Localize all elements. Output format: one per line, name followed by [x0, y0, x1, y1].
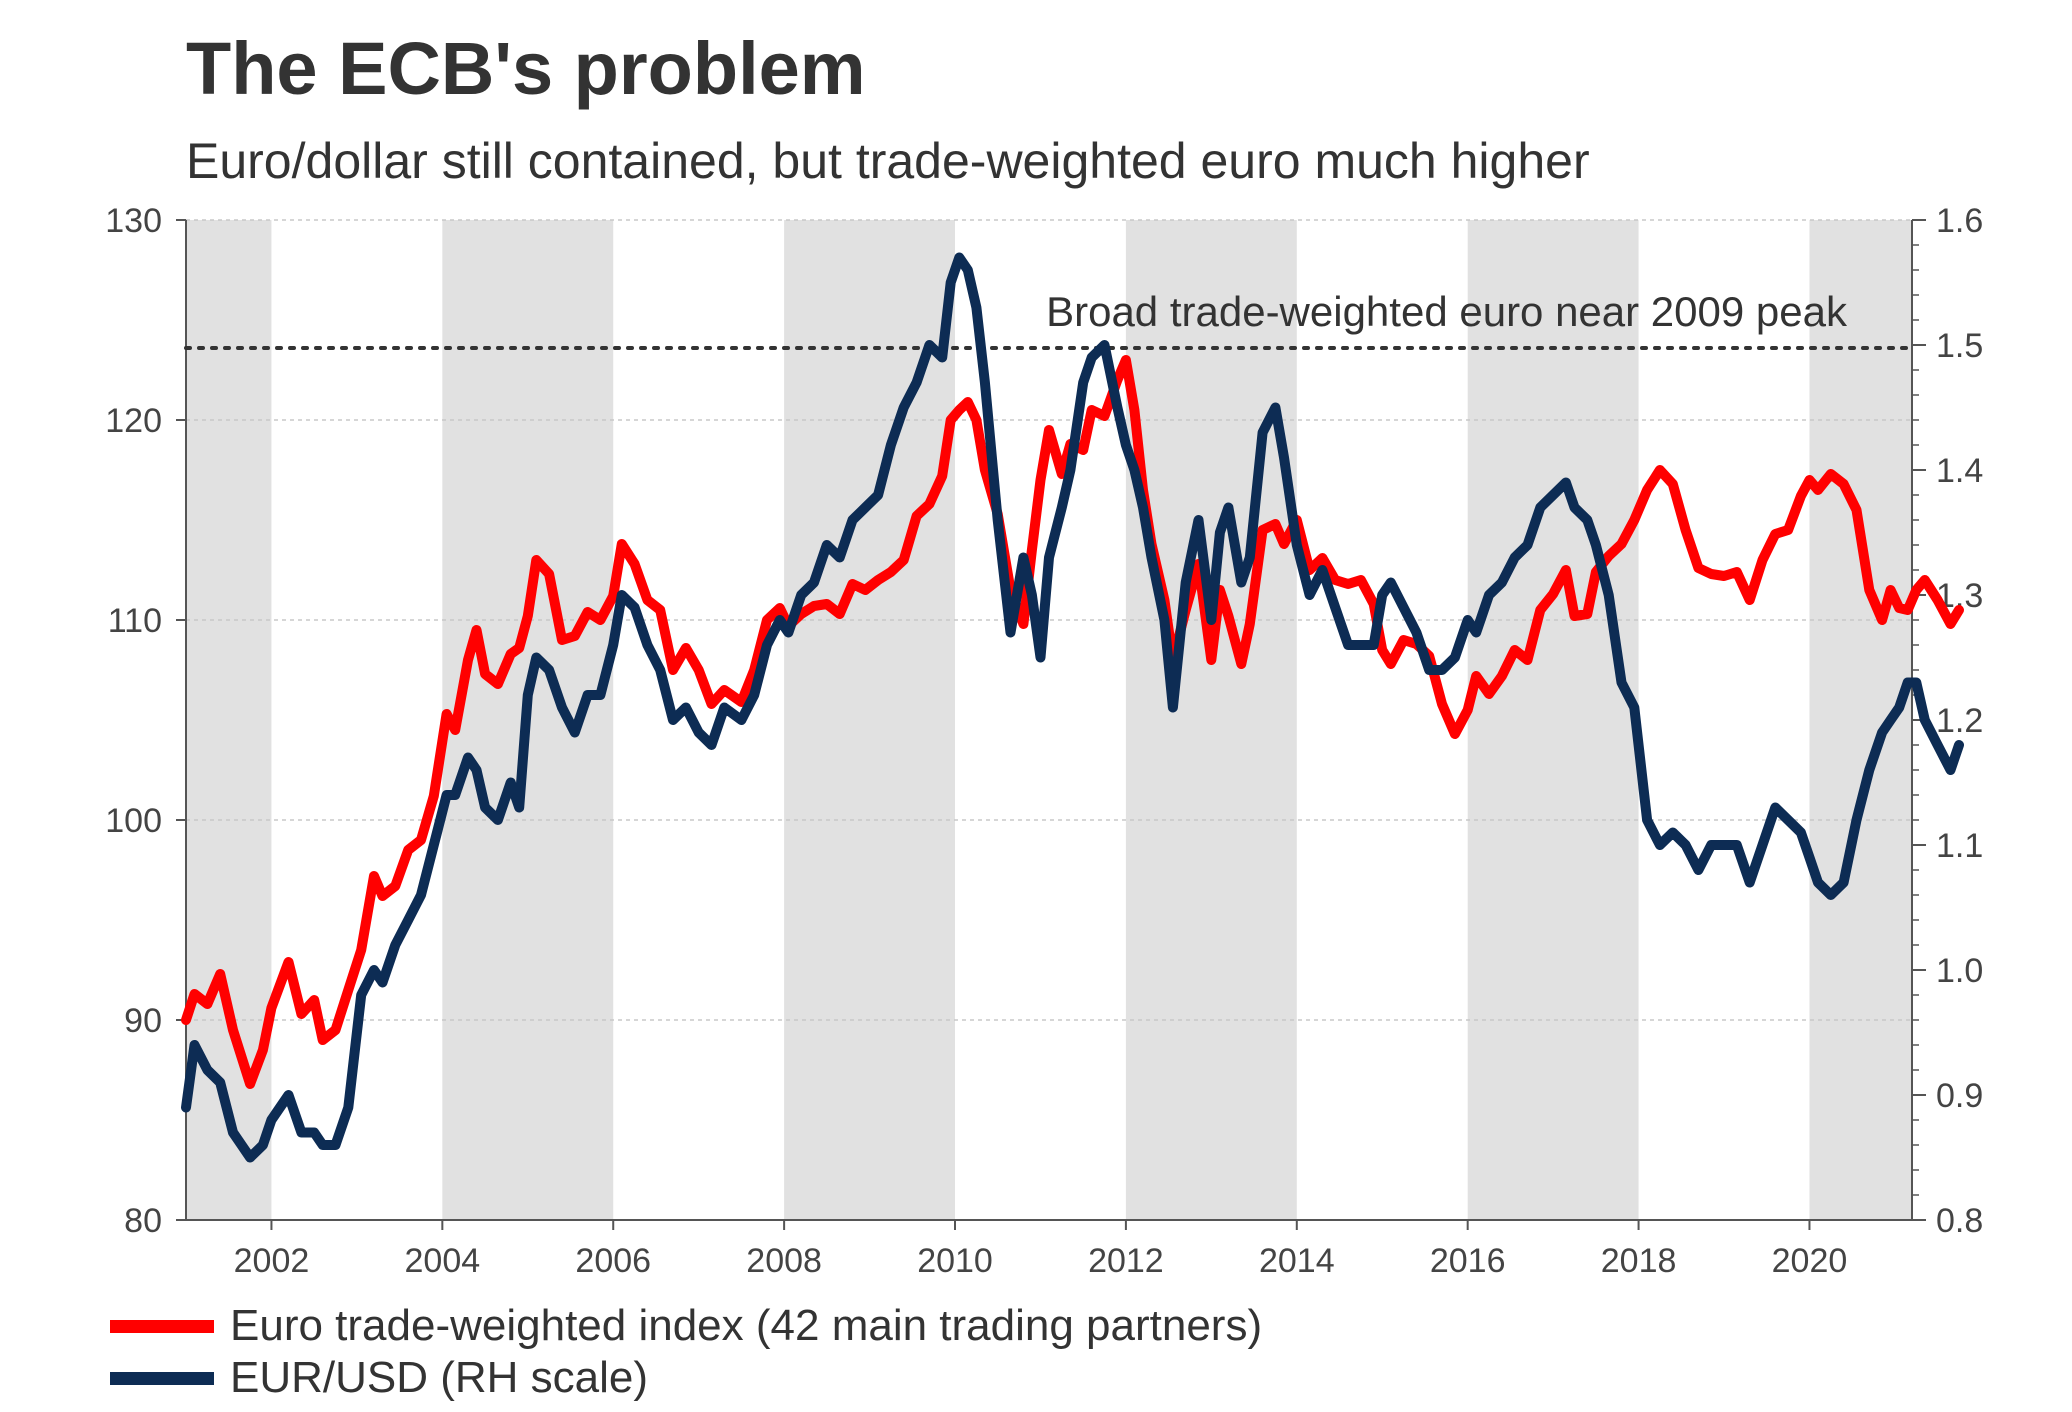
legend-item-eurusd: EUR/USD (RH scale) [110, 1352, 1262, 1404]
y-left-tick-label-5: 130 [105, 202, 162, 240]
x-tick-label-4: 2010 [917, 1242, 993, 1280]
legend-swatch-teur [110, 1319, 214, 1333]
x-tick-label-0: 2002 [234, 1242, 310, 1280]
x-tick-label-3: 2008 [746, 1242, 822, 1280]
series-line-eurusd [181, 252, 1964, 1163]
y-right-tick-label-3: 1.1 [1936, 827, 1983, 865]
chart-annotation: Broad trade-weighted euro near 2009 peak [1046, 288, 1848, 335]
series-line-teur [181, 355, 1964, 1089]
x-tick-label-5: 2012 [1088, 1242, 1164, 1280]
legend: Euro trade-weighted index (42 main tradi… [110, 1300, 1262, 1404]
y-right-tick-label-1: 0.9 [1936, 1077, 1983, 1115]
y-right-tick-label-8: 1.6 [1936, 202, 1983, 240]
y-left-tick-label-1: 90 [124, 1002, 162, 1040]
x-tick-label-7: 2016 [1430, 1242, 1506, 1280]
legend-item-teur: Euro trade-weighted index (42 main tradi… [110, 1300, 1262, 1352]
y-right-tick-label-6: 1.4 [1936, 452, 1983, 490]
y-left-tick-label-4: 120 [105, 402, 162, 440]
y-right-tick-label-7: 1.5 [1936, 327, 1983, 365]
x-tick-label-8: 2018 [1601, 1242, 1677, 1280]
chart-subtitle: Euro/dollar still contained, but trade-w… [186, 133, 1590, 189]
axes: 80901001101201300.80.91.01.11.21.31.41.5… [105, 202, 1983, 1280]
x-tick-label-1: 2004 [405, 1242, 481, 1280]
y-right-tick-label-0: 0.8 [1936, 1202, 1983, 1240]
y-left-tick-label-3: 110 [108, 602, 162, 640]
legend-label-eurusd: EUR/USD (RH scale) [230, 1353, 649, 1402]
x-tick-label-9: 2020 [1772, 1242, 1848, 1280]
legend-swatch-eurusd [110, 1371, 214, 1385]
y-right-tick-label-4: 1.2 [1936, 702, 1983, 740]
shaded-periods [186, 220, 1912, 1220]
shaded-period-2 [784, 220, 956, 1220]
y-left-tick-label-2: 100 [105, 802, 162, 840]
shaded-period-3 [1125, 220, 1297, 1220]
y-left-tick-label-0: 80 [124, 1202, 162, 1240]
legend-label-teur: Euro trade-weighted index (42 main tradi… [230, 1301, 1263, 1350]
y-right-tick-label-2: 1.0 [1936, 952, 1983, 990]
series-lines [181, 252, 1964, 1163]
shaded-period-4 [1467, 220, 1639, 1220]
x-tick-label-2: 2006 [575, 1242, 651, 1280]
x-tick-label-6: 2014 [1259, 1242, 1335, 1280]
chart-title: The ECB's problem [186, 27, 866, 110]
